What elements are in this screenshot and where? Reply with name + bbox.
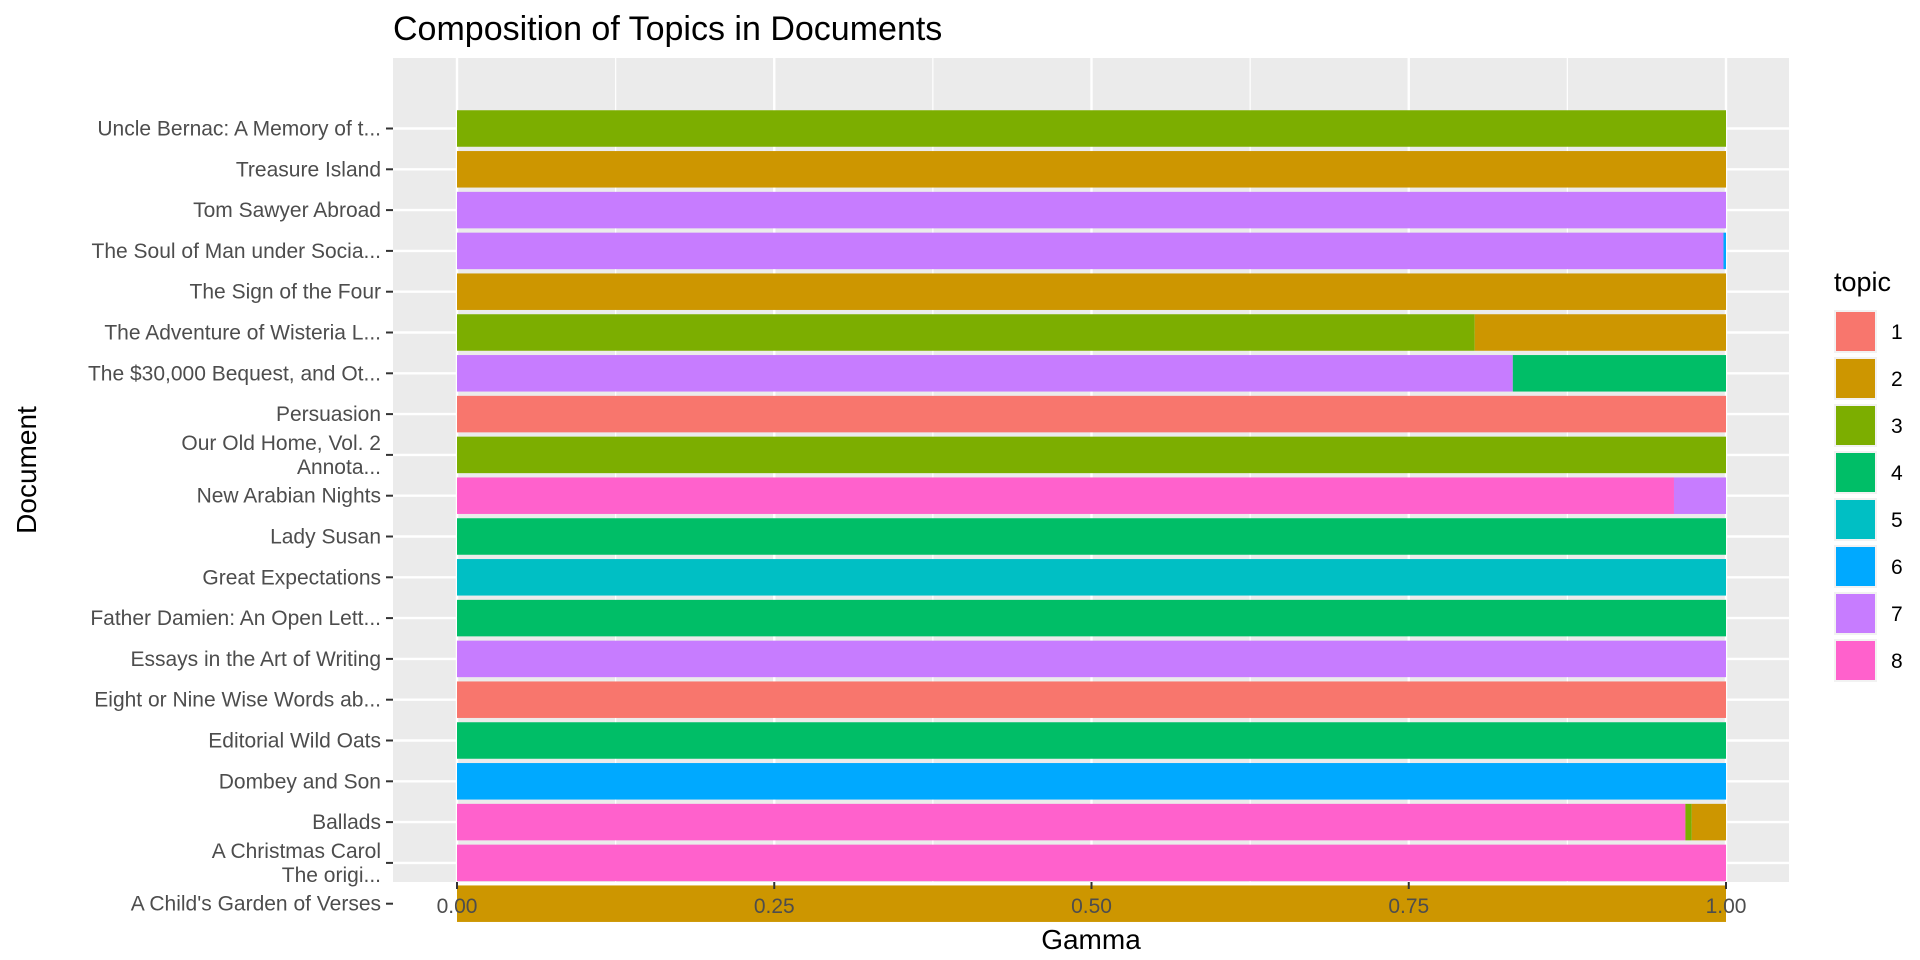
legend: topic 1 2 3 4 5 6 7 8	[1834, 267, 1903, 682]
y-tick-label: Our Old Home, Vol. 2 Annota...	[181, 432, 381, 479]
x-axis: 0.00 0.25 0.50 0.75 1.00	[437, 882, 1747, 918]
legend-label: 8	[1891, 650, 1903, 673]
bar-segment-topic-7	[1673, 477, 1726, 514]
legend-label: 5	[1891, 509, 1903, 532]
bar-segment-topic-2	[457, 885, 1726, 922]
bar-segment-topic-7	[457, 355, 1513, 392]
y-tick-label: The Soul of Man under Socia...	[92, 240, 382, 263]
bar-segment-topic-4	[457, 518, 1726, 555]
x-tick-label: 0.25	[754, 895, 795, 918]
legend-key-topic-4	[1836, 453, 1875, 492]
y-tick-label: The $30,000 Bequest, and Ot...	[88, 362, 381, 385]
y-tick-label: Lady Susan	[270, 526, 381, 549]
bar-segment-topic-3	[457, 314, 1475, 351]
x-axis-title: Gamma	[1041, 924, 1141, 955]
y-tick-label: Great Expectations	[202, 566, 381, 589]
bar-segment-topic-1	[457, 395, 1726, 433]
y-tick-label: Uncle Bernac: A Memory of t...	[97, 118, 381, 141]
bar-segment-topic-2	[1474, 314, 1726, 351]
y-tick-label: Father Damien: An Open Lett...	[90, 607, 381, 630]
bar-segment-topic-2	[457, 273, 1726, 310]
x-tick-label: 0.50	[1071, 895, 1112, 918]
y-tick-label: Tom Sawyer Abroad	[193, 199, 381, 222]
y-axis-title: Document	[11, 406, 42, 534]
legend-label: 2	[1891, 368, 1903, 391]
bar-segment-topic-4	[457, 599, 1726, 637]
bar-segment-topic-8	[457, 844, 1726, 882]
y-tick-label: Treasure Island	[236, 158, 381, 181]
bar-segment-topic-4	[457, 722, 1726, 759]
bar-segment-topic-3	[457, 436, 1726, 474]
legend-key-topic-5	[1836, 500, 1875, 539]
legend-key-topic-2	[1836, 359, 1875, 398]
legend-title: topic	[1834, 267, 1891, 297]
y-tick-label: New Arabian Nights	[197, 485, 381, 508]
y-tick-label: A Child's Garden of Verses	[131, 893, 381, 916]
chart-title: Composition of Topics in Documents	[393, 10, 942, 48]
bars	[457, 110, 1726, 922]
bar-segment-topic-2	[1691, 803, 1726, 841]
legend-key-topic-1	[1836, 312, 1875, 351]
y-tick-label: The Adventure of Wisteria L...	[104, 322, 381, 345]
y-tick-label: A Christmas Carol The origi...	[212, 840, 381, 887]
legend-label: 4	[1891, 462, 1903, 485]
bar-segment-topic-8	[457, 477, 1674, 514]
legend-label: 7	[1891, 603, 1903, 626]
bar-segment-topic-6	[457, 763, 1726, 800]
legend-label: 3	[1891, 415, 1903, 438]
legend-label: 6	[1891, 556, 1903, 579]
y-tick-label: Persuasion	[276, 403, 381, 426]
bar-segment-topic-4	[1512, 355, 1726, 392]
bar-segment-topic-5	[457, 559, 1726, 596]
y-tick-label: Dombey and Son	[219, 770, 381, 793]
y-tick-label: Essays in the Art of Writing	[130, 648, 381, 671]
x-tick-label: 0.00	[437, 895, 478, 918]
legend-label: 1	[1891, 321, 1903, 344]
bar-segment-topic-8	[457, 803, 1686, 841]
y-tick-label: Eight or Nine Wise Words ab...	[94, 689, 381, 712]
legend-key-topic-6	[1836, 547, 1875, 586]
legend-key-topic-3	[1836, 406, 1875, 445]
bar-segment-topic-2	[457, 151, 1726, 188]
x-tick-label: 0.75	[1388, 895, 1429, 918]
y-tick-label: Ballads	[312, 811, 381, 834]
bar-segment-topic-7	[457, 640, 1726, 678]
y-axis: Uncle Bernac: A Memory of t... Treasure I…	[88, 118, 393, 916]
legend-key-topic-8	[1836, 641, 1875, 680]
bar-segment-topic-3	[1685, 803, 1692, 841]
bar-segment-topic-1	[457, 681, 1726, 718]
bar-segment-topic-7	[457, 191, 1726, 229]
y-tick-label: The Sign of the Four	[190, 281, 381, 304]
legend-key-topic-7	[1836, 594, 1875, 633]
bar-segment-topic-6	[1723, 232, 1726, 270]
y-tick-label: Editorial Wild Oats	[208, 730, 381, 753]
bar-segment-topic-7	[457, 232, 1724, 270]
bar-segment-topic-3	[457, 110, 1726, 147]
x-tick-label: 1.00	[1706, 895, 1747, 918]
